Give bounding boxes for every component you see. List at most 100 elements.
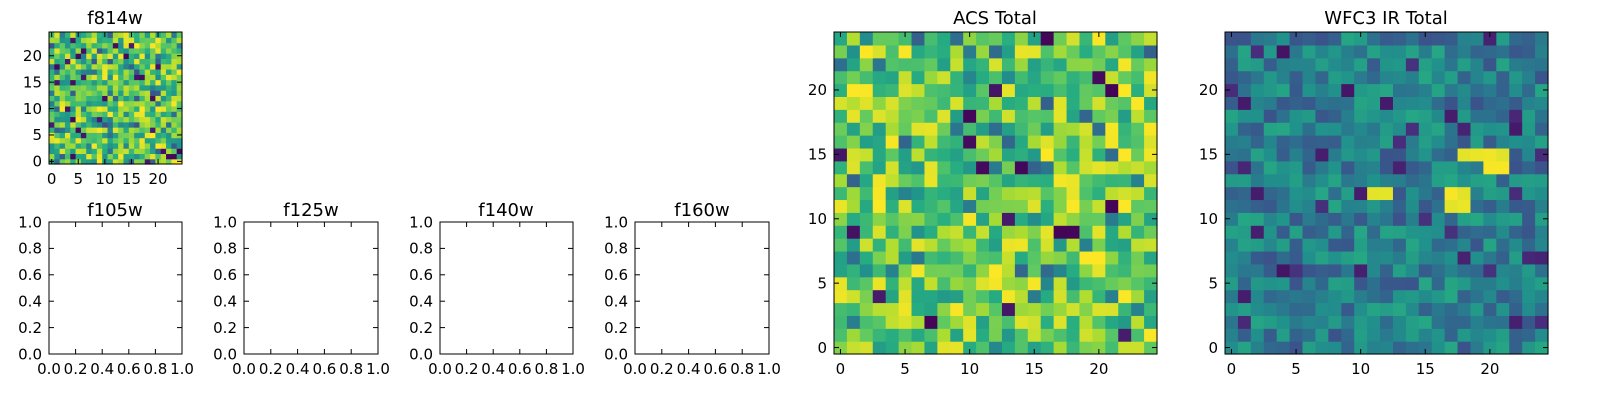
heatmap-cell: [144, 127, 151, 133]
heatmap-cell: [1483, 289, 1497, 304]
heatmap-cell: [150, 58, 156, 65]
heatmap-cell: [1522, 147, 1536, 162]
heatmap-cell: [70, 63, 77, 70]
heatmap-cell: [859, 289, 874, 304]
heatmap-cell: [1535, 70, 1549, 85]
heatmap-cell: [70, 105, 77, 112]
heatmap-cell: [1341, 57, 1355, 72]
heatmap-cell: [166, 132, 172, 139]
heatmap-cell: [96, 142, 103, 149]
heatmap-cell: [118, 121, 125, 128]
heatmap-cell: [160, 32, 167, 38]
heatmap-cell: [1444, 147, 1459, 162]
heatmap-cell: [989, 315, 1003, 329]
heatmap-cell: [59, 37, 66, 44]
heatmap-cell: [911, 289, 926, 304]
heatmap-cell: [1418, 96, 1433, 110]
heatmap-cell: [859, 276, 874, 291]
heatmap-cell: [834, 135, 848, 149]
x-tick-label: 0.6: [117, 360, 141, 378]
heatmap-cell: [1118, 70, 1132, 85]
heatmap-cell: [1354, 70, 1368, 85]
heatmap-cell: [128, 111, 135, 118]
panel-title: f125w: [283, 200, 338, 221]
heatmap-cell: [950, 135, 964, 149]
heatmap-cell: [118, 32, 125, 38]
heatmap-cell: [1066, 212, 1081, 226]
heatmap-cell: [1118, 276, 1132, 291]
heatmap-cell: [1509, 263, 1523, 278]
heatmap-cell: [70, 127, 77, 133]
heatmap-cell: [80, 153, 87, 160]
heatmap-cell: [1522, 135, 1536, 149]
heatmap-cell: [1131, 199, 1145, 213]
x-tick-label: 15: [122, 170, 141, 188]
heatmap-cell: [1496, 341, 1510, 355]
heatmap-cell: [1225, 160, 1239, 175]
heatmap-cell: [1276, 173, 1291, 188]
heatmap-cell: [107, 53, 114, 59]
heatmap-cell: [128, 153, 135, 160]
heatmap-cell: [898, 96, 913, 110]
heatmap-cell: [70, 100, 77, 107]
heatmap-cell: [102, 79, 109, 86]
heatmap-cell: [1418, 147, 1433, 162]
heatmap-cell: [1014, 199, 1029, 213]
heatmap-cell: [64, 47, 71, 54]
heatmap-cell: [1418, 32, 1433, 46]
heatmap-cell: [1131, 263, 1145, 278]
heatmap-cell: [128, 132, 135, 139]
heatmap-cell: [1105, 173, 1119, 188]
heatmap-cell: [160, 37, 167, 44]
heatmap-cell: [1144, 199, 1158, 213]
heatmap-cell: [1405, 83, 1420, 97]
heatmap-cell: [1444, 263, 1459, 278]
heatmap-cell: [885, 328, 900, 342]
heatmap-cell: [950, 57, 964, 72]
heatmap-cell: [1118, 341, 1132, 355]
heatmap-cell: [1263, 328, 1278, 342]
heatmap-cell: [1001, 160, 1016, 175]
heatmap-cell: [1289, 44, 1304, 59]
heatmap-cell: [1001, 289, 1016, 304]
heatmap-cell: [171, 90, 178, 96]
heatmap-cell: [64, 63, 71, 70]
heatmap-cell: [1405, 238, 1420, 252]
heatmap-cell: [1079, 225, 1093, 239]
heatmap-cell: [171, 153, 178, 160]
heatmap-cell: [75, 142, 82, 149]
heatmap-cell: [1131, 302, 1145, 316]
axes-frame: [833, 31, 1158, 355]
heatmap-cell: [150, 132, 156, 139]
heatmap-cell: [1380, 199, 1394, 213]
heatmap-cell: [937, 238, 951, 252]
heatmap-cell: [1225, 186, 1239, 201]
heatmap-cell: [144, 74, 151, 81]
heatmap-cell: [1092, 173, 1106, 188]
heatmap-cell: [1509, 160, 1523, 175]
heatmap-cell: [155, 47, 162, 54]
heatmap-cell: [846, 186, 861, 201]
heatmap-cell: [54, 148, 61, 155]
heatmap-cell: [134, 74, 141, 81]
heatmap-cell: [1001, 147, 1016, 162]
heatmap-cell: [885, 96, 900, 110]
heatmap-cell: [846, 212, 861, 226]
heatmap-cell: [150, 37, 156, 44]
heatmap-cell: [846, 96, 861, 110]
heatmap-cell: [872, 160, 887, 175]
heatmap-cell: [1289, 212, 1304, 226]
heatmap-cell: [166, 84, 172, 91]
heatmap-cell: [1444, 32, 1459, 46]
heatmap-cell: [91, 137, 98, 144]
heatmap-cell: [1250, 186, 1265, 201]
heatmap-cell: [1315, 302, 1329, 316]
heatmap-cell: [1263, 57, 1278, 72]
heatmap-cell: [150, 63, 156, 70]
heatmap-cell: [64, 74, 71, 81]
heatmap-cell: [898, 250, 913, 265]
heatmap-cell: [976, 147, 990, 162]
heatmap-cell: [1237, 44, 1252, 59]
heatmap-cell: [1418, 109, 1433, 123]
heatmap-cell: [123, 148, 130, 155]
